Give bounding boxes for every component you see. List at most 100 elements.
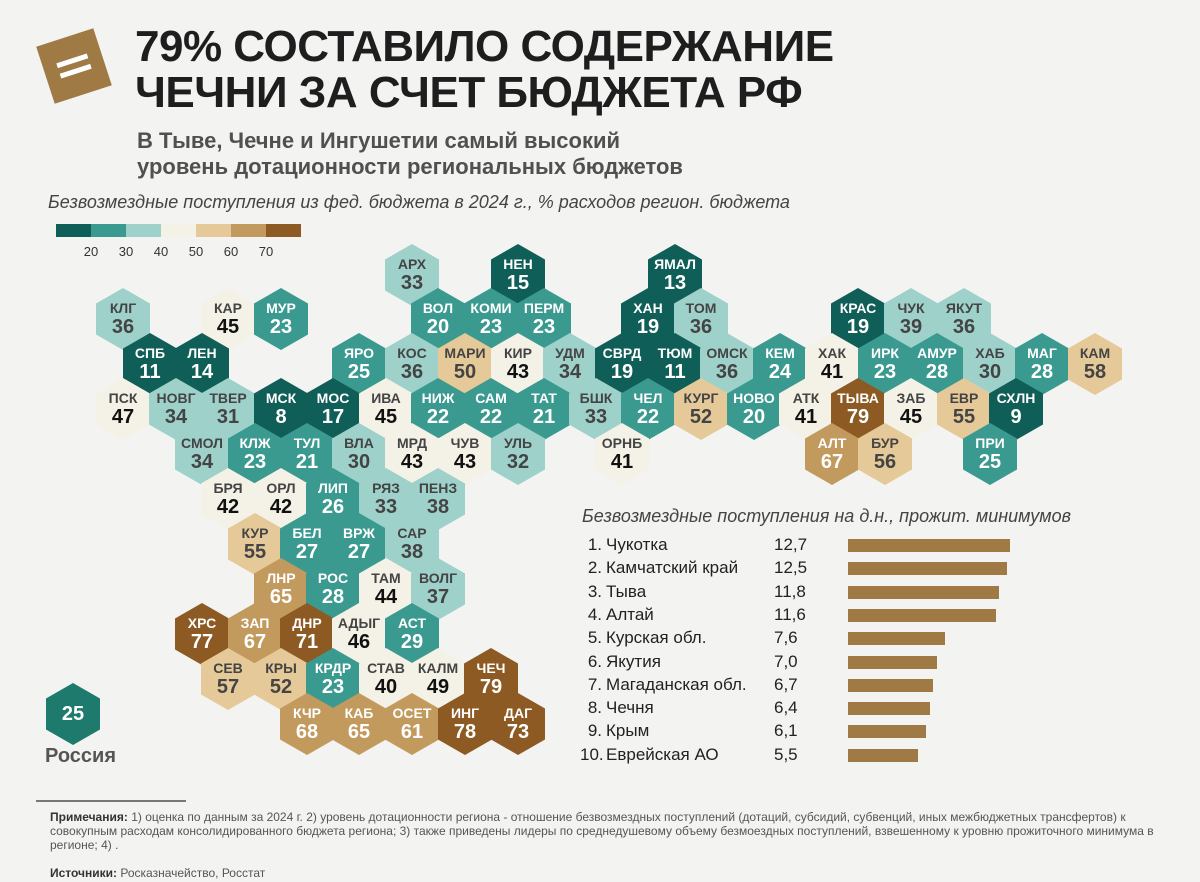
region-hex: БУР 56 xyxy=(858,423,912,485)
region-value: 41 xyxy=(610,451,634,473)
region-code: САМ xyxy=(475,390,507,406)
region-code: СТАВ xyxy=(367,660,405,676)
region-value: 36 xyxy=(715,361,739,383)
region-value: 25 xyxy=(347,361,371,383)
region-value: 33 xyxy=(584,406,608,428)
region-code: ЯРО xyxy=(343,345,375,361)
ranking-row: 8. Чечня 6,4 xyxy=(580,698,1020,720)
region-code: КЕМ xyxy=(765,345,795,361)
region-code: БУР xyxy=(871,435,899,451)
region-value: 45 xyxy=(216,316,240,338)
ranking-row: 10. Еврейская АО 5,5 xyxy=(580,745,1020,767)
ranking-name: Тыва xyxy=(606,581,647,601)
region-code: НЕН xyxy=(503,256,533,272)
region-code: КОС xyxy=(397,345,427,361)
region-code: ДНР xyxy=(292,615,322,631)
region-value: 36 xyxy=(400,361,424,383)
region-code: ХАБ xyxy=(975,345,1005,361)
region-code: НИЖ xyxy=(421,390,455,406)
region-code: КЛЖ xyxy=(239,435,271,451)
region-code: АРХ xyxy=(397,256,427,272)
region-code: АЛТ xyxy=(817,435,847,451)
region-code: ВОЛ xyxy=(422,300,454,316)
ranking-value: 5,5 xyxy=(774,744,798,764)
region-value: 40 xyxy=(374,676,398,698)
ranking-name: Курская обл. xyxy=(606,628,707,648)
region-code: КЧР xyxy=(292,705,322,721)
region-hex: ЯКУТ 36 xyxy=(937,288,991,350)
region-value: 36 xyxy=(111,316,135,338)
region-hex: БРЯ 42 xyxy=(201,468,255,530)
region-code: ТЫВА xyxy=(837,390,879,406)
subtitle: В Тыве, Чечне и Ингушетии самый высокий … xyxy=(137,128,683,180)
ranking-row: 5. Курская обл. 7,6 xyxy=(580,628,1020,650)
notes-divider xyxy=(36,800,186,802)
ranking-name: Якутия xyxy=(606,651,661,671)
legend-label: 70 xyxy=(258,244,274,259)
region-code: ТАМ xyxy=(371,570,401,586)
legend-label: 60 xyxy=(223,244,239,259)
region-value: 15 xyxy=(506,272,530,294)
legend-label: 50 xyxy=(188,244,204,259)
region-code: КАЛМ xyxy=(417,660,459,676)
ranking-name: Камчатский край xyxy=(606,558,739,578)
region-value: 55 xyxy=(952,406,976,428)
region-value: 65 xyxy=(347,721,371,743)
legend-swatch xyxy=(231,224,266,237)
ranking-rank: 6. xyxy=(587,651,602,671)
region-code: УДМ xyxy=(555,345,585,361)
region-value: 57 xyxy=(216,676,240,698)
ranking-value: 6,4 xyxy=(774,698,798,718)
region-hex: УЛЬ 32 xyxy=(491,423,545,485)
region-value: 19 xyxy=(610,361,634,383)
region-code: КРДР xyxy=(314,660,352,676)
ranking-name: Крым xyxy=(606,721,650,741)
region-value: 50 xyxy=(453,361,477,383)
region-code: ВЛА xyxy=(344,435,374,451)
map-caption: Безвозмездные поступления из фед. бюджет… xyxy=(48,192,790,212)
region-value: 17 xyxy=(321,406,345,428)
region-value: 67 xyxy=(243,631,267,653)
region-value: 38 xyxy=(426,496,450,518)
region-value: 58 xyxy=(1083,361,1107,383)
region-code: АТК xyxy=(792,390,820,406)
ranking-row: 9. Крым 6,1 xyxy=(580,721,1020,743)
region-code: ПЕНЗ xyxy=(418,480,458,496)
ranking-name: Алтай xyxy=(606,604,654,624)
region-value: 19 xyxy=(636,316,660,338)
region-hex: СМОЛ 34 xyxy=(175,423,229,485)
region-code: САР xyxy=(397,525,427,541)
sources-label: Источники: xyxy=(50,866,118,880)
region-value: 71 xyxy=(295,631,319,653)
region-value: 41 xyxy=(794,406,818,428)
region-value: 23 xyxy=(269,316,293,338)
region-value: 34 xyxy=(190,451,214,473)
region-value: 79 xyxy=(846,406,870,428)
sources: Источники: Росказначейство, Росстат xyxy=(50,866,265,880)
region-code: БРЯ xyxy=(213,480,243,496)
ranking-caption: Безвозмездные поступления на д.н., прожи… xyxy=(582,506,1072,526)
region-hex: АЛТ 67 xyxy=(805,423,859,485)
russia-average-hex: 25 xyxy=(46,683,100,745)
legend-swatch xyxy=(196,224,231,237)
ranking-rank: 8. xyxy=(587,698,602,718)
region-value: 78 xyxy=(453,721,477,743)
region-code: БШК xyxy=(579,390,613,406)
region-value: 23 xyxy=(873,361,897,383)
region-value: 38 xyxy=(400,541,424,563)
region-code: ТАТ xyxy=(531,390,557,406)
region-code: НОВО xyxy=(733,390,775,406)
region-value: 23 xyxy=(243,451,267,473)
ranking-bar xyxy=(848,655,937,669)
ranking-bar xyxy=(848,608,996,622)
ranking-row: 7. Магаданская обл. 6,7 xyxy=(580,675,1020,697)
region-value: 30 xyxy=(347,451,371,473)
region-code: РОС xyxy=(317,570,349,586)
region-code: ОРНБ xyxy=(601,435,643,451)
region-code: ЗАП xyxy=(240,615,270,631)
region-value: 13 xyxy=(663,272,687,294)
ranking-row: 6. Якутия 7,0 xyxy=(580,652,1020,674)
ranking-rank: 7. xyxy=(587,674,602,694)
region-value: 20 xyxy=(742,406,766,428)
region-value: 34 xyxy=(164,406,188,428)
